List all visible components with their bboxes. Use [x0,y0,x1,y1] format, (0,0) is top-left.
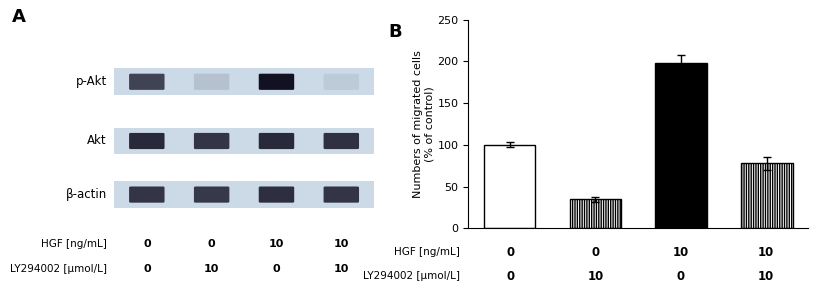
Text: 0: 0 [143,239,151,249]
Y-axis label: Numbers of migrated cells
(% of control): Numbers of migrated cells (% of control) [412,50,434,198]
Text: LY294002 [μmol/L]: LY294002 [μmol/L] [10,264,107,274]
FancyBboxPatch shape [194,133,229,149]
Text: 10: 10 [268,239,284,249]
Text: 0: 0 [676,270,684,282]
FancyBboxPatch shape [323,133,359,149]
Bar [114,128,373,155]
Text: A: A [12,8,26,27]
Text: β-actin: β-actin [65,188,107,201]
FancyBboxPatch shape [129,74,164,90]
Text: 0: 0 [208,239,215,249]
Bar [484,145,535,228]
Bar [114,181,373,208]
FancyBboxPatch shape [323,186,359,203]
Text: 0: 0 [506,246,514,259]
Text: 10: 10 [587,270,604,282]
Text: 0: 0 [272,264,280,274]
FancyBboxPatch shape [194,186,229,203]
Text: 10: 10 [672,246,688,259]
FancyBboxPatch shape [258,186,294,203]
Text: 10: 10 [757,270,773,282]
FancyBboxPatch shape [258,133,294,149]
Bar [114,69,373,95]
Bar [655,63,706,228]
Text: 0: 0 [506,270,514,282]
Text: Akt: Akt [87,135,107,147]
FancyBboxPatch shape [258,74,294,90]
Text: 10: 10 [757,246,773,259]
Text: LY294002 [μmol/L]: LY294002 [μmol/L] [363,271,460,281]
Text: 10: 10 [333,239,349,249]
FancyBboxPatch shape [194,74,229,90]
FancyBboxPatch shape [323,74,359,90]
FancyBboxPatch shape [129,133,164,149]
Text: HGF [ng/mL]: HGF [ng/mL] [394,247,460,257]
Text: 0: 0 [591,246,599,259]
Bar [740,163,792,228]
Text: 0: 0 [143,264,151,274]
Text: B: B [388,23,401,41]
Bar [569,199,620,228]
Text: HGF [ng/mL]: HGF [ng/mL] [41,239,107,249]
Text: p-Akt: p-Akt [75,75,107,88]
Text: 10: 10 [333,264,349,274]
FancyBboxPatch shape [129,186,164,203]
Text: 10: 10 [204,264,219,274]
